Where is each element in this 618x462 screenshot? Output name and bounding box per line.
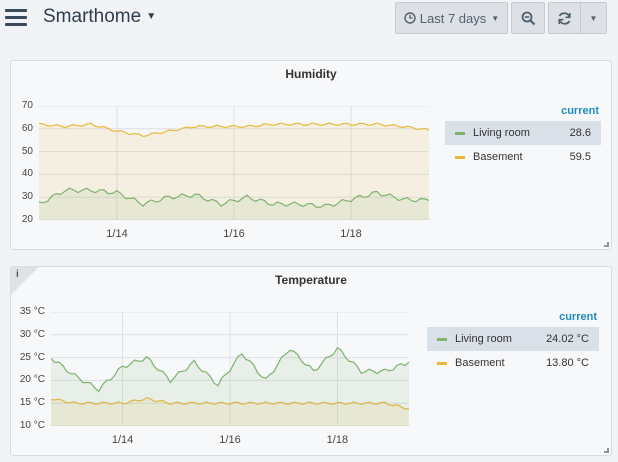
dashboard-title[interactable]: Smarthome ▼ <box>43 6 156 28</box>
series-area <box>39 188 429 220</box>
legend-current-value: 13.80 °C <box>546 357 589 369</box>
series-color-swatch <box>455 155 465 159</box>
x-tick-label: 1/18 <box>340 228 362 240</box>
panel-title[interactable]: Temperature <box>275 273 347 287</box>
legend-current-value: 59.5 <box>569 151 591 163</box>
x-tick-label: 1/16 <box>219 434 241 446</box>
y-tick-label: 30 °C <box>19 328 45 340</box>
legend-item-living-room[interactable]: Living room 28.6 <box>445 121 601 145</box>
series-line[interactable] <box>51 346 409 393</box>
y-tick-label: 60 <box>21 122 33 134</box>
zoom-out-icon <box>521 11 535 25</box>
x-tick-label: 1/14 <box>106 228 128 240</box>
zoom-out-button[interactable] <box>511 2 545 34</box>
panel-resize-handle[interactable] <box>604 242 609 247</box>
legend-current-value: 24.02 °C <box>546 333 589 345</box>
x-tick-label: 1/14 <box>111 434 134 446</box>
series-color-swatch <box>437 337 447 341</box>
y-tick-label: 50 <box>21 145 33 157</box>
clock-icon <box>404 12 416 24</box>
legend-current-value: 28.6 <box>569 127 591 139</box>
legend-header: current <box>561 105 599 117</box>
temperature-chart[interactable] <box>51 312 409 426</box>
series-area <box>51 397 409 426</box>
y-tick-label: 20 °C <box>19 374 45 386</box>
hamburger-menu-icon[interactable] <box>5 9 27 27</box>
legend-series-name: Living room <box>455 333 512 345</box>
series-line[interactable] <box>39 187 429 208</box>
top-navbar: Smarthome ▼ Last 7 days ▼ ▼ <box>0 0 618 40</box>
info-icon[interactable]: i <box>16 269 19 280</box>
humidity-panel: Humidity 70 60 50 40 30 20 1/14 1/16 1/18 curre… <box>10 60 612 250</box>
legend-item-basement[interactable]: Basement 59.5 <box>445 145 601 169</box>
caret-down-icon: ▼ <box>589 13 598 23</box>
x-tick-label: 1/18 <box>326 434 349 446</box>
time-range-button[interactable]: Last 7 days ▼ <box>395 2 508 34</box>
caret-down-icon: ▼ <box>491 13 500 23</box>
series-line[interactable] <box>51 396 409 410</box>
refresh-icon <box>558 11 571 25</box>
panel-resize-handle[interactable] <box>604 448 609 453</box>
y-tick-label: 25 °C <box>19 351 45 363</box>
temperature-panel: i Temperature 35 °C 30 °C 25 °C 20 °C 15 °C 1… <box>10 266 612 456</box>
legend-header: current <box>559 311 597 323</box>
dashboard-title-text: Smarthome <box>43 6 142 27</box>
series-color-swatch <box>437 361 447 365</box>
x-tick-label: 1/16 <box>223 228 245 240</box>
legend-item-basement[interactable]: Basement 13.80 °C <box>427 351 599 375</box>
series-line[interactable] <box>39 122 429 138</box>
legend-item-living-room[interactable]: Living room 24.02 °C <box>427 327 599 351</box>
y-tick-label: 35 °C <box>19 306 45 317</box>
series-color-swatch <box>455 131 465 135</box>
refresh-interval-dropdown[interactable]: ▼ <box>580 2 607 34</box>
y-tick-label: 70 <box>21 100 33 111</box>
caret-down-icon: ▼ <box>146 11 157 23</box>
y-tick-label: 40 <box>21 168 33 180</box>
time-range-label: Last 7 days <box>419 10 487 26</box>
refresh-button[interactable] <box>548 2 580 34</box>
panel-info-corner <box>11 267 39 295</box>
humidity-legend: current Living room 28.6 Basement 59.5 <box>445 105 601 169</box>
legend-series-name: Basement <box>473 151 523 163</box>
series-area <box>39 123 429 220</box>
panel-title[interactable]: Humidity <box>285 67 337 81</box>
y-tick-label: 30 <box>21 191 33 203</box>
legend-series-name: Living room <box>473 127 530 139</box>
temperature-legend: current Living room 24.02 °C Basement 13… <box>427 311 599 375</box>
y-tick-label: 10 °C <box>19 420 45 431</box>
y-tick-label: 20 <box>21 214 33 225</box>
legend-series-name: Basement <box>455 357 505 369</box>
y-tick-label: 15 °C <box>19 397 45 409</box>
humidity-chart[interactable] <box>39 106 429 220</box>
